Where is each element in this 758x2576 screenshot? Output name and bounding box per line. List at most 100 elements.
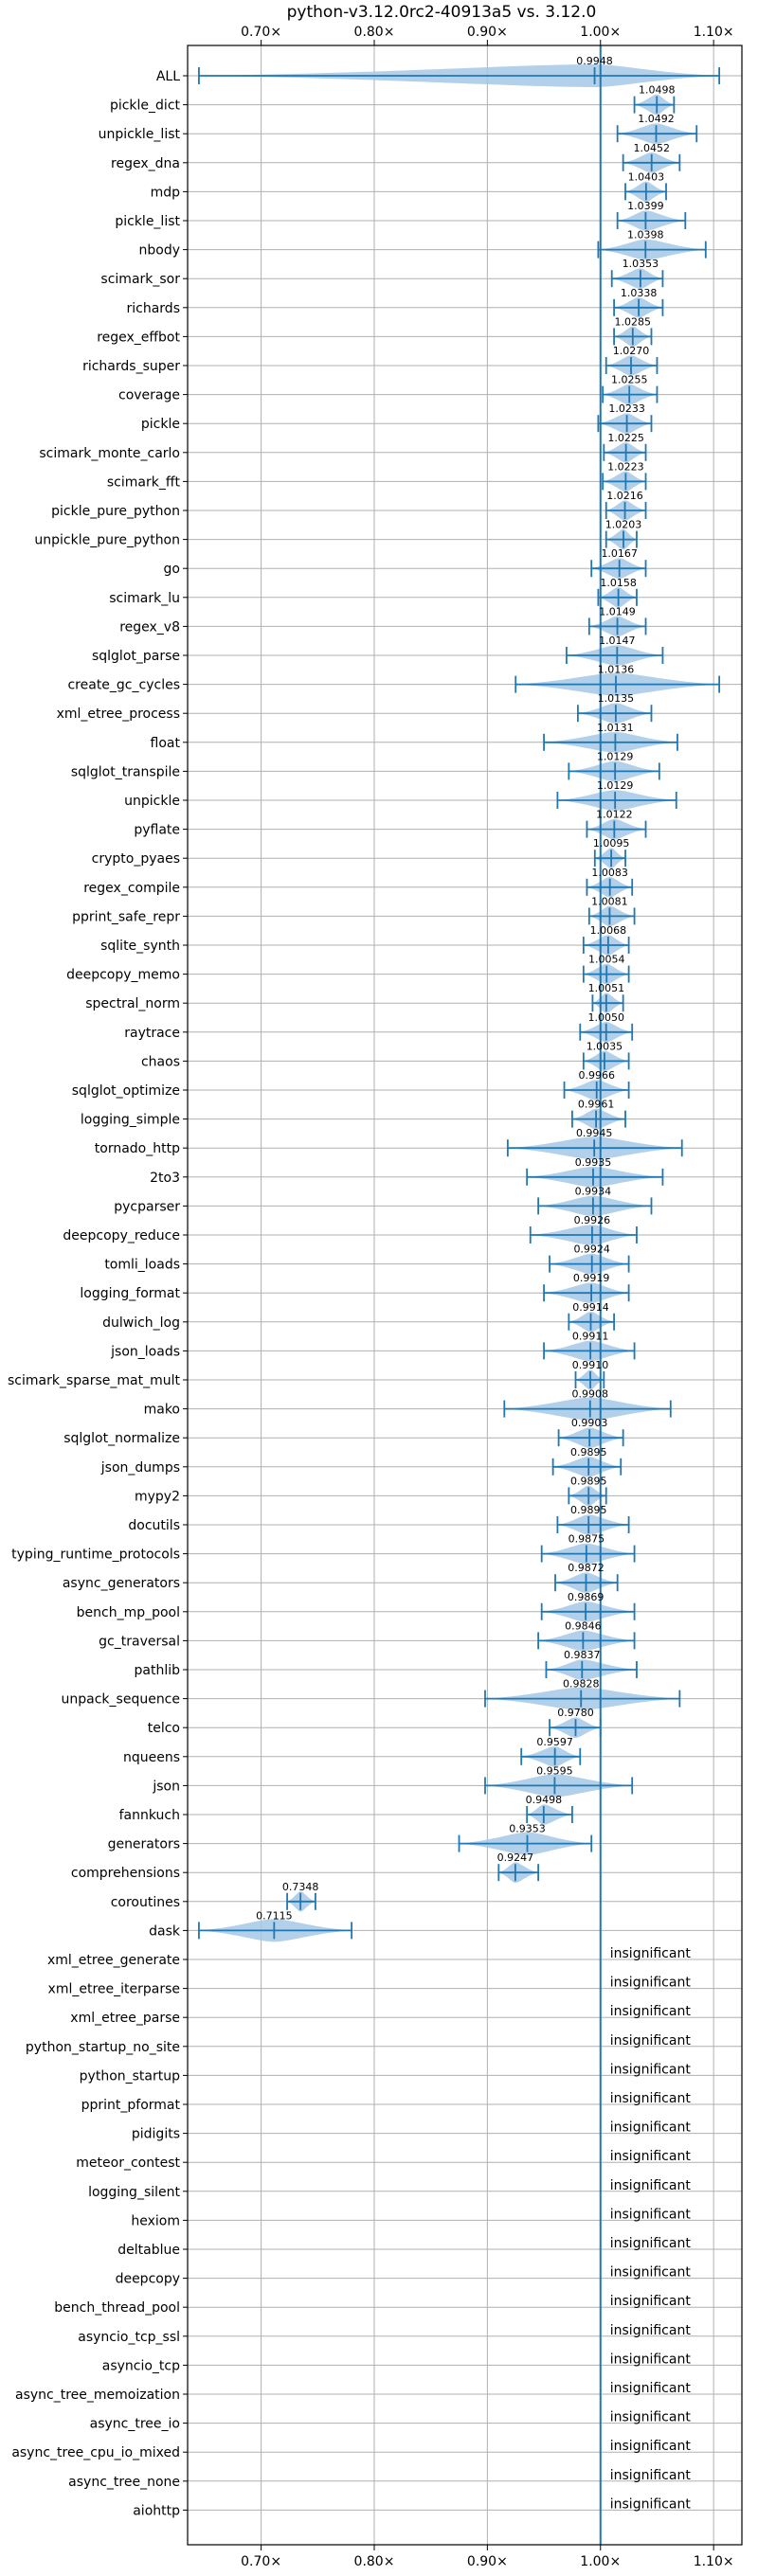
insignificant-label: insignificant: [610, 2120, 692, 2136]
value-label: 0.9903: [571, 1417, 608, 1429]
x-tick-label-top: 0.90×: [467, 25, 508, 40]
row-label: pyflate: [134, 823, 180, 838]
label-layer: ALL 0.9948 pickle_dict 1.0498 unpickle_list 1…: [8, 55, 691, 2518]
row-label: deepcopy: [116, 2272, 180, 2287]
value-label: 1.0398: [627, 229, 664, 242]
insignificant-label: insignificant: [610, 2381, 692, 2396]
row-label: typing_runtime_protocols: [11, 1547, 180, 1563]
value-label: 0.9247: [497, 1852, 534, 1864]
x-tick-label-bottom: 0.80×: [354, 2554, 395, 2569]
value-label: 0.9872: [568, 1562, 605, 1574]
row-label: coverage: [118, 388, 180, 403]
value-label: 0.9595: [536, 1764, 573, 1777]
row-label: sqlglot_normalize: [63, 1431, 180, 1446]
row-label: regex_dna: [111, 156, 180, 171]
insignificant-label: insignificant: [610, 2410, 692, 2425]
insignificant-label: insignificant: [610, 2236, 692, 2251]
insignificant-label: insignificant: [610, 2352, 692, 2367]
x-tick-label-top: 1.10×: [694, 25, 734, 40]
insignificant-label: insignificant: [610, 2439, 692, 2454]
value-label: 1.0158: [600, 577, 637, 589]
value-label: 0.9353: [509, 1823, 546, 1835]
insignificant-label: insignificant: [610, 2178, 692, 2193]
row-label: mako: [144, 1403, 180, 1418]
row-label: xml_etree_parse: [70, 2011, 180, 2026]
row-label: bench_mp_pool: [77, 1605, 180, 1620]
value-label: 0.9895: [570, 1504, 607, 1516]
row-label: tornado_http: [95, 1141, 180, 1156]
value-label: 1.0149: [599, 605, 636, 617]
row-label: spectral_norm: [85, 996, 180, 1011]
row-label: aiohttp: [133, 2503, 180, 2518]
row-label: richards_super: [82, 359, 180, 374]
row-label: unpickle: [124, 794, 180, 809]
insignificant-label: insignificant: [610, 2323, 692, 2338]
x-tick-label-bottom: 0.90×: [467, 2554, 508, 2569]
insignificant-label: insignificant: [610, 2004, 692, 2019]
insignificant-label: insignificant: [610, 2062, 692, 2077]
value-label: 0.7115: [256, 1909, 293, 1922]
row-label: nbody: [139, 243, 181, 259]
insignificant-label: insignificant: [610, 2265, 692, 2281]
value-label: 1.0399: [627, 200, 664, 212]
value-label: 0.9837: [564, 1649, 601, 1661]
value-label: 0.9908: [572, 1388, 609, 1401]
insignificant-label: insignificant: [610, 1946, 692, 1961]
value-label: 0.9966: [578, 1069, 615, 1082]
row-label: dask: [149, 1923, 181, 1939]
row-label: regex_effbot: [97, 330, 180, 345]
row-label: fannkuch: [119, 1808, 180, 1823]
row-label: ALL: [156, 69, 180, 84]
row-label: pprint_safe_repr: [72, 909, 180, 924]
value-label: 1.0223: [607, 460, 644, 473]
value-label: 0.9911: [572, 1330, 609, 1342]
value-label: 1.0216: [606, 490, 643, 502]
value-label: 0.9780: [557, 1707, 594, 1719]
value-label: 1.0054: [588, 954, 625, 966]
row-label: scimark_monte_carlo: [39, 446, 180, 461]
value-label: 1.0129: [597, 750, 634, 762]
value-label: 1.0338: [621, 287, 658, 299]
insignificant-label: insignificant: [610, 2496, 692, 2512]
value-label: 1.0492: [638, 113, 675, 125]
row-label: go: [164, 562, 180, 577]
x-tick-label-bottom: 1.00×: [580, 2554, 621, 2569]
x-tick-label-bottom: 1.10×: [694, 2554, 734, 2569]
value-label: 0.9934: [575, 1185, 612, 1197]
value-label: 1.0353: [623, 258, 659, 270]
value-label: 0.9597: [536, 1736, 573, 1748]
row-label: nqueens: [123, 1750, 180, 1765]
value-label: 1.0167: [601, 547, 638, 560]
value-label: 1.0135: [598, 692, 635, 705]
row-label: python_startup_no_site: [26, 2040, 180, 2055]
value-label: 0.9945: [576, 1127, 613, 1139]
row-label: scimark_fft: [107, 474, 181, 490]
row-label: bench_thread_pool: [54, 2300, 180, 2316]
row-label: json_dumps: [100, 1460, 180, 1476]
insignificant-label: insignificant: [610, 2149, 692, 2164]
row-label: scimark_sor: [100, 272, 180, 287]
x-tick-label-top: 1.00×: [580, 25, 621, 40]
value-label: 1.0068: [590, 924, 627, 937]
value-label: 0.9875: [568, 1533, 605, 1546]
value-label: 0.9926: [574, 1214, 611, 1226]
row-label: coroutines: [111, 1895, 180, 1910]
error-bar-layer: [198, 67, 721, 1940]
insignificant-label: insignificant: [610, 2033, 692, 2048]
chart-title: python-v3.12.0rc2-40913a5 vs. 3.12.0: [287, 3, 597, 22]
row-label: logging_format: [80, 1286, 180, 1301]
row-label: deepcopy_reduce: [63, 1228, 180, 1243]
row-label: async_tree_none: [68, 2475, 180, 2490]
row-label: regex_v8: [119, 619, 180, 635]
row-label: async_tree_io: [90, 2417, 180, 2432]
row-label: pycparser: [114, 1199, 180, 1214]
row-label: async_tree_cpu_io_mixed: [11, 2445, 180, 2460]
value-label: 1.0270: [613, 345, 650, 357]
row-label: float: [151, 736, 181, 751]
value-label: 1.0051: [588, 982, 625, 994]
value-label: 1.0452: [633, 142, 670, 154]
value-label: 0.9895: [570, 1475, 607, 1487]
row-label: unpickle_list: [99, 127, 181, 142]
value-label: 1.0147: [599, 635, 636, 647]
